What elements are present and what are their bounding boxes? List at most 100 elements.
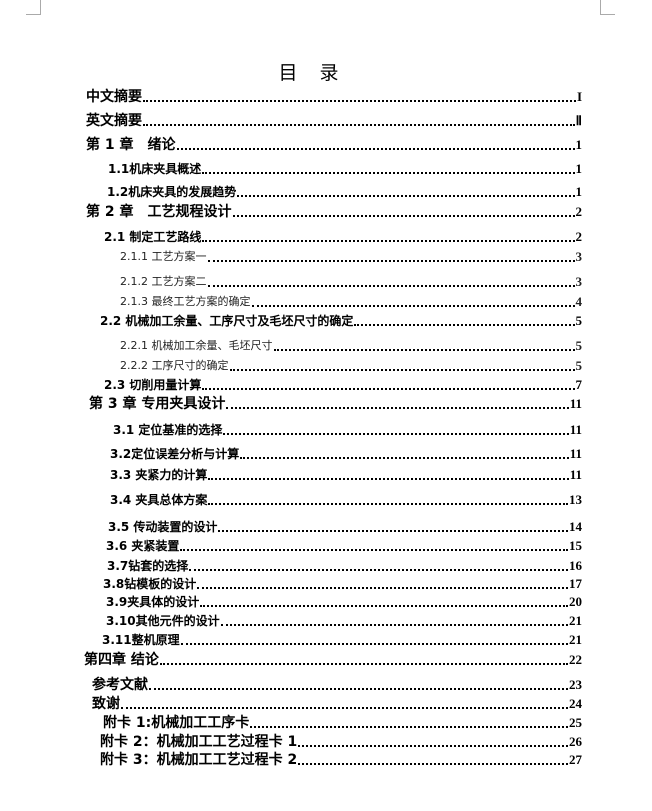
toc-entry[interactable]: 3.5 传动装置的设计 14	[108, 518, 582, 536]
toc-entry[interactable]: 3.4 夹具总体方案 13	[110, 491, 582, 509]
toc-entry-label: 1.2机床夹具的发展趋势	[107, 185, 237, 199]
toc-entry[interactable]: 第四章 结论 22	[84, 651, 582, 669]
dot-leader	[180, 549, 568, 551]
dot-leader	[232, 215, 575, 217]
toc-entry-page: 24	[569, 696, 582, 711]
toc-entry[interactable]: 2.1 制定工艺路线 2	[104, 228, 582, 246]
dot-leader	[202, 240, 575, 242]
page-corner-mark-right	[600, 0, 615, 15]
toc-entry-label: 致谢	[92, 696, 120, 712]
toc-entry-page: Ⅱ	[575, 113, 582, 128]
toc-entry[interactable]: 3.10其他元件的设计 21	[106, 612, 582, 630]
toc-entry[interactable]: 3.9夹具体的设计 20	[106, 593, 582, 611]
toc-entry-label: 2.3 切削用量计算	[104, 378, 202, 392]
toc-entry-label: 第 2 章 工艺规程设计	[86, 204, 232, 220]
toc-entry-label: 3.9夹具体的设计	[106, 595, 200, 609]
toc-entry-label: 2.1.1 工艺方案一	[120, 250, 207, 263]
toc-entry-page: 14	[569, 519, 582, 534]
toc-entry[interactable]: 第 3 章 专用夹具设计 11	[89, 395, 582, 413]
dot-leader	[176, 148, 575, 150]
toc-entry[interactable]: 3.1 定位基准的选择 11	[113, 421, 582, 439]
dot-leader	[207, 285, 575, 287]
toc-entry[interactable]: 2.3 切削用量计算 7	[104, 376, 582, 394]
toc-entry-page: 3	[575, 274, 583, 289]
toc-entry[interactable]: 中文摘要 I	[86, 88, 582, 106]
toc-entry-label: 2.2.2 工序尺寸的确定	[120, 359, 229, 372]
toc-entry[interactable]: 3.7钻套的选择 16	[107, 557, 582, 575]
dot-leader	[251, 305, 575, 307]
toc-entry-label: 1.1机床夹具概述	[108, 162, 202, 176]
dot-leader	[298, 745, 568, 747]
toc-entry[interactable]: 2.1.2 工艺方案二 3	[120, 273, 582, 291]
toc-entry[interactable]: 附卡 3：机械加工工艺过程卡 2 27	[100, 751, 582, 769]
toc-entry-label: 参考文献	[92, 677, 148, 693]
toc-entry-page: 15	[569, 538, 582, 553]
toc-entry[interactable]: 1.1机床夹具概述 1	[108, 160, 582, 178]
toc-entry-label: 3.5 传动装置的设计	[108, 520, 218, 534]
toc-entry-page: 1	[575, 137, 583, 152]
dot-leader	[273, 349, 575, 351]
toc-entry-label: 2.2.1 机械加工余量、毛坯尺寸	[120, 339, 273, 352]
toc-entry[interactable]: 3.11整机原理 21	[102, 631, 582, 649]
toc-entry[interactable]: 2.2.1 机械加工余量、毛坯尺寸 5	[120, 337, 582, 355]
toc-entry[interactable]: 附卡 2：机械加工工艺过程卡 1 26	[100, 733, 582, 751]
dot-leader	[143, 100, 576, 102]
toc-entry-page: 4	[575, 294, 583, 309]
toc-entry[interactable]: 2.2.2 工序尺寸的确定 5	[120, 357, 582, 375]
toc-entry-page: 11	[569, 446, 582, 461]
toc-entry-label: 2.1.2 工艺方案二	[120, 275, 207, 288]
toc-entry-page: 21	[569, 613, 582, 628]
toc-entry-page: 20	[569, 594, 582, 609]
dot-leader	[189, 569, 568, 571]
toc-entry[interactable]: 2.2 机械加工余量、工序尺寸及毛坯尺寸的确定 5	[100, 312, 582, 330]
toc-entry-label: 附卡 3：机械加工工艺过程卡 2	[100, 752, 298, 768]
toc-entry-label: 3.1 定位基准的选择	[113, 423, 223, 437]
toc-entry[interactable]: 3.3 夹紧力的计算 11	[110, 466, 582, 484]
dot-leader	[220, 624, 568, 626]
toc-entry-label: 2.1 制定工艺路线	[104, 230, 202, 244]
toc-entry-page: 3	[575, 249, 583, 264]
dot-leader	[202, 172, 575, 174]
toc-entry[interactable]: 参考文献 23	[92, 676, 582, 694]
dot-leader	[298, 763, 568, 765]
toc-entry[interactable]: 致谢 24	[92, 695, 582, 713]
toc-entry[interactable]: 第 1 章 绪论 1	[86, 136, 582, 154]
dot-leader	[223, 433, 569, 435]
dot-leader	[208, 503, 568, 505]
toc-entry-label: 3.2定位误差分析与计算	[110, 447, 240, 461]
toc-entry-label: 3.4 夹具总体方案	[110, 493, 208, 507]
toc-entry-label: 附卡 1:机械加工工序卡	[103, 715, 250, 731]
dot-leader	[237, 195, 575, 197]
toc-entry[interactable]: 3.8钻模板的设计 17	[103, 575, 582, 593]
toc-entry-page: 13	[569, 492, 582, 507]
toc-entry[interactable]: 附卡 1:机械加工工序卡 25	[103, 714, 582, 732]
toc-entry[interactable]: 英文摘要 Ⅱ	[86, 112, 582, 130]
dot-leader	[149, 688, 568, 690]
toc-entry[interactable]: 2.1.1 工艺方案一 3	[120, 248, 582, 266]
dot-leader	[240, 457, 569, 459]
toc-entry-label: 英文摘要	[86, 113, 142, 129]
toc-entry[interactable]: 1.2机床夹具的发展趋势 1	[107, 183, 582, 201]
toc-entry-page: 1	[575, 184, 583, 199]
toc-entry-label: 3.8钻模板的设计	[103, 577, 197, 591]
toc-entry-label: 3.3 夹紧力的计算	[110, 468, 208, 482]
toc-entry-page: 16	[569, 558, 582, 573]
toc-entry[interactable]: 2.1.3 最终工艺方案的确定 4	[120, 293, 582, 311]
toc-entry-label: 3.11整机原理	[102, 633, 180, 647]
toc-entry[interactable]: 3.6 夹紧装置 15	[106, 537, 582, 555]
dot-leader	[159, 663, 568, 665]
toc-entry[interactable]: 3.2定位误差分析与计算 11	[110, 445, 582, 463]
dot-leader	[202, 388, 575, 390]
toc-entry-page: 5	[575, 313, 583, 328]
toc-entry-label: 第 3 章 专用夹具设计	[89, 396, 226, 412]
dot-leader	[197, 587, 568, 589]
dot-leader	[229, 369, 575, 371]
dot-leader	[143, 124, 575, 126]
dot-leader	[207, 260, 575, 262]
toc-entry[interactable]: 第 2 章 工艺规程设计 2	[86, 203, 582, 221]
toc-entry-page: 5	[575, 358, 583, 373]
toc-title: 目 录	[278, 62, 347, 84]
toc-entry-label: 中文摘要	[86, 89, 142, 105]
toc-entry-label: 第四章 结论	[84, 652, 159, 668]
toc-entry-label: 附卡 2：机械加工工艺过程卡 1	[100, 734, 298, 750]
